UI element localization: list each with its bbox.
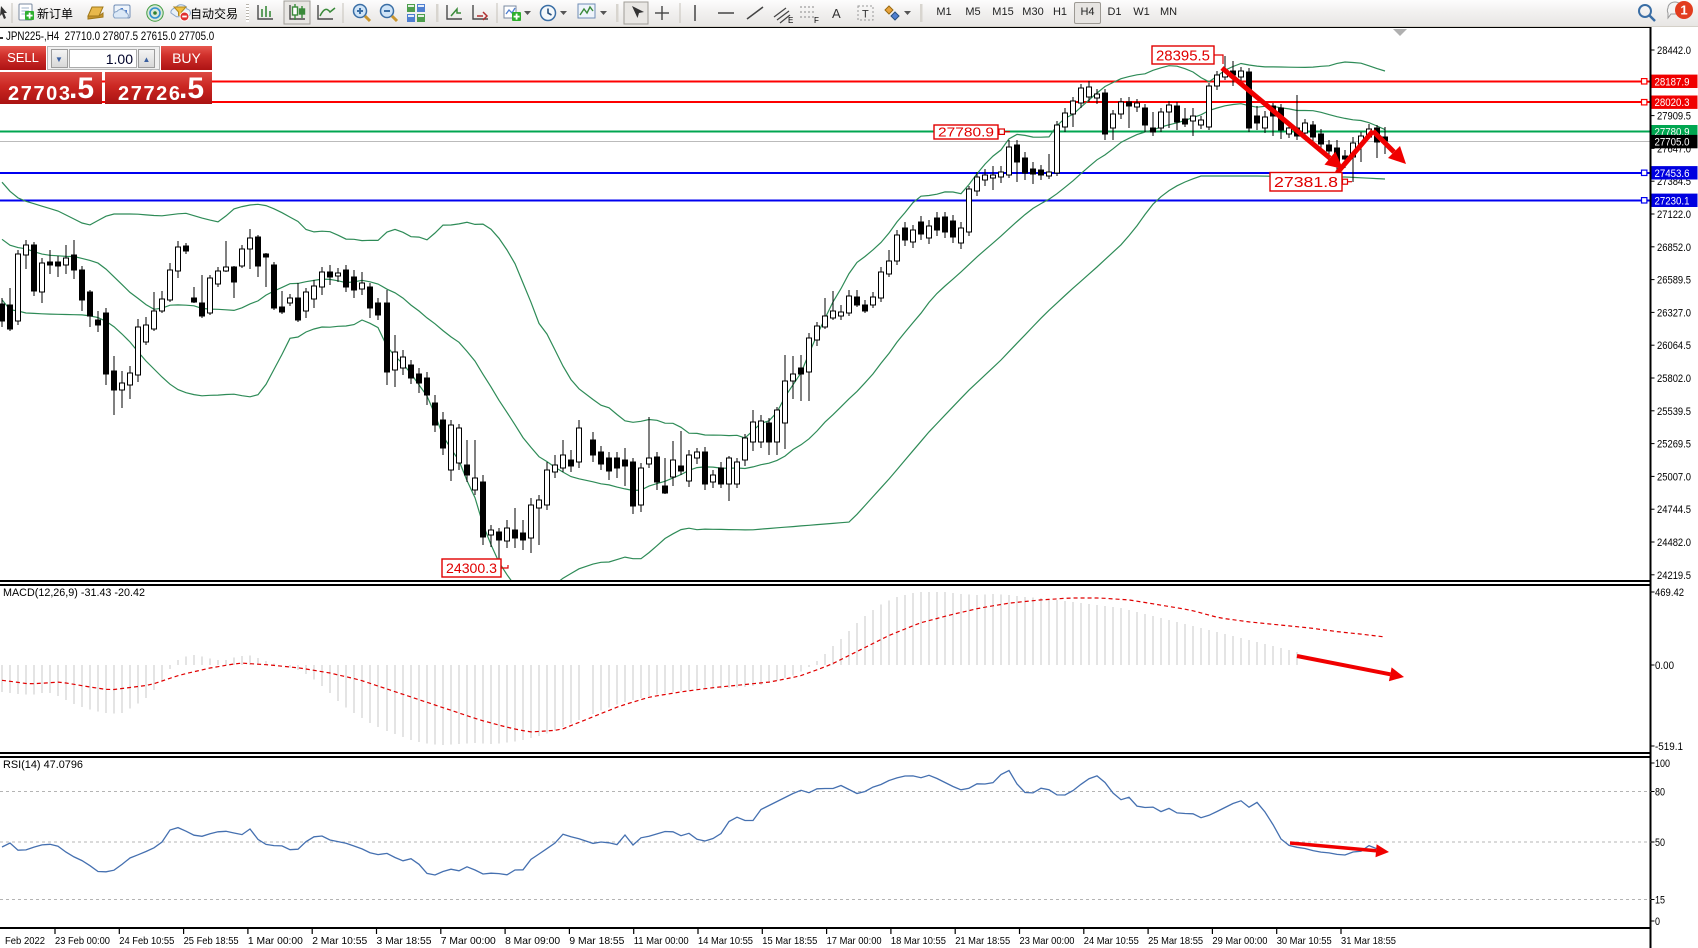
svg-text:E: E — [788, 16, 793, 25]
svg-text:80: 80 — [1655, 787, 1665, 799]
svg-text:9 Mar 18:55: 9 Mar 18:55 — [569, 935, 624, 947]
svg-text:0.00: 0.00 — [1655, 660, 1674, 672]
svg-text:25539.5: 25539.5 — [1657, 406, 1691, 418]
svg-text:23 Feb 00:00: 23 Feb 00:00 — [55, 935, 110, 947]
svg-text:2 Mar 10:55: 2 Mar 10:55 — [312, 935, 367, 947]
svg-text:50: 50 — [1655, 837, 1665, 849]
svg-text:25269.5: 25269.5 — [1657, 439, 1691, 451]
svg-text:MACD(12,26,9) -31.43 -20.42: MACD(12,26,9) -31.43 -20.42 — [3, 587, 145, 599]
svg-text:11 Mar 00:00: 11 Mar 00:00 — [634, 935, 689, 947]
svg-text:8 Mar 09:00: 8 Mar 09:00 — [505, 935, 560, 947]
svg-text:A: A — [832, 6, 841, 21]
svg-text:Feb 2022: Feb 2022 — [5, 935, 45, 947]
svg-text:24 Feb 10:55: 24 Feb 10:55 — [119, 935, 174, 947]
svg-text:31 Mar 18:55: 31 Mar 18:55 — [1341, 935, 1396, 947]
svg-text:28395.5: 28395.5 — [1156, 47, 1210, 64]
svg-text:1: 1 — [1680, 3, 1687, 18]
svg-text:27453.6: 27453.6 — [1655, 168, 1690, 180]
svg-text:17 Mar 00:00: 17 Mar 00:00 — [827, 935, 882, 947]
svg-text:27780.9: 27780.9 — [938, 126, 994, 140]
svg-text:24300.3: 24300.3 — [446, 560, 497, 576]
svg-text:21 Mar 18:55: 21 Mar 18:55 — [955, 935, 1010, 947]
svg-text:7 Mar 00:00: 7 Mar 00:00 — [441, 935, 496, 947]
svg-text:27381.8: 27381.8 — [1274, 174, 1338, 191]
svg-text:25 Mar 18:55: 25 Mar 18:55 — [1148, 935, 1203, 947]
svg-text:28442.0: 28442.0 — [1657, 45, 1691, 57]
svg-text:27705.0: 27705.0 — [1655, 137, 1690, 149]
svg-text:25 Feb 18:55: 25 Feb 18:55 — [184, 935, 239, 947]
svg-text:0: 0 — [1655, 916, 1660, 928]
svg-text:24219.5: 24219.5 — [1657, 570, 1691, 582]
svg-text:26064.5: 26064.5 — [1657, 340, 1691, 352]
svg-text:24482.0: 24482.0 — [1657, 537, 1691, 549]
svg-text:25007.0: 25007.0 — [1657, 471, 1691, 483]
svg-text:28020.3: 28020.3 — [1655, 97, 1690, 109]
svg-text:15 Mar 18:55: 15 Mar 18:55 — [762, 935, 817, 947]
svg-text:-519.1: -519.1 — [1655, 741, 1683, 753]
svg-text:23 Mar 00:00: 23 Mar 00:00 — [1020, 935, 1075, 947]
svg-text:T: T — [862, 9, 869, 21]
svg-text:469.42: 469.42 — [1655, 587, 1684, 599]
svg-text:18 Mar 10:55: 18 Mar 10:55 — [891, 935, 946, 947]
svg-text:3 Mar 18:55: 3 Mar 18:55 — [377, 935, 432, 947]
svg-text:15: 15 — [1655, 895, 1665, 907]
svg-text:1 Mar 00:00: 1 Mar 00:00 — [248, 935, 303, 947]
svg-text:26327.0: 26327.0 — [1657, 307, 1691, 319]
svg-text:30 Mar 10:55: 30 Mar 10:55 — [1277, 935, 1332, 947]
svg-text:27122.0: 27122.0 — [1657, 209, 1691, 221]
svg-text:26852.0: 26852.0 — [1657, 242, 1691, 254]
svg-text:27909.5: 27909.5 — [1657, 111, 1691, 123]
svg-text:24744.5: 24744.5 — [1657, 504, 1691, 516]
svg-text:24 Mar 10:55: 24 Mar 10:55 — [1084, 935, 1139, 947]
svg-text:29 Mar 00:00: 29 Mar 00:00 — [1212, 935, 1267, 947]
svg-text:25802.0: 25802.0 — [1657, 373, 1691, 385]
svg-text:26589.5: 26589.5 — [1657, 275, 1691, 287]
svg-text:100: 100 — [1655, 758, 1670, 770]
svg-text:28187.9: 28187.9 — [1655, 76, 1690, 88]
svg-text:F: F — [814, 16, 819, 25]
svg-text:RSI(14) 47.0796: RSI(14) 47.0796 — [3, 759, 83, 771]
svg-text:14 Mar 10:55: 14 Mar 10:55 — [698, 935, 753, 947]
svg-text:27230.1: 27230.1 — [1655, 195, 1690, 207]
